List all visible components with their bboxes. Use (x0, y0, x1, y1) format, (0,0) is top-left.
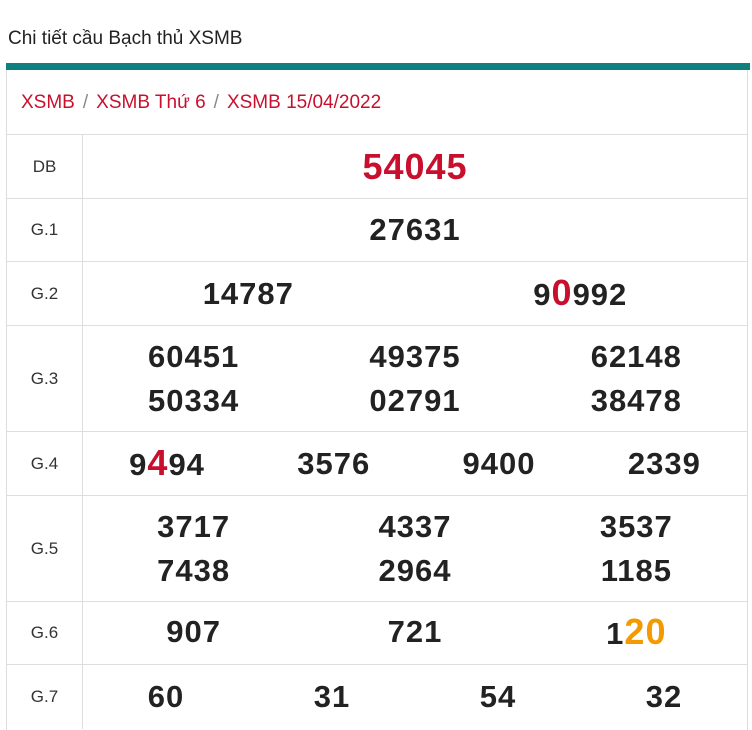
prize-number: 14787 (202, 275, 294, 311)
prize-number: 60 (147, 678, 185, 714)
prize-values-g5: 3717 4337 3537 7438 2964 1185 (82, 495, 747, 602)
prize-number-db: 54045 (362, 145, 468, 187)
prize-number: 721 (387, 614, 443, 649)
prize-number: 907 (166, 614, 222, 649)
prize-number: 3717 (157, 508, 231, 544)
prize-number: 2339 (627, 445, 701, 481)
page-title: Chi tiết cầu Bạch thủ XSMB (8, 28, 243, 49)
prize-row-g2: G.2 14787 90992 (7, 261, 747, 326)
prize-number: 54 (479, 678, 517, 714)
prize-number: 31 (313, 678, 351, 714)
prize-row-g5: G.5 3717 4337 3537 7438 2964 1185 (7, 495, 747, 602)
digit-plain: 9 (533, 276, 552, 312)
prize-row-g6: G.6 907 721 120 (7, 601, 747, 665)
prize-number: 49375 (369, 338, 461, 374)
prize-label-g4: G.4 (7, 431, 83, 496)
digit-plain: 1 (606, 616, 625, 651)
title-accent-bar (6, 63, 750, 70)
digit-highlight: 4 (147, 441, 169, 483)
prize-number: 3537 (599, 508, 673, 544)
digit-plain: 94 (168, 446, 205, 482)
digit-highlight: 20 (624, 611, 667, 652)
prize-number: 60451 (148, 338, 240, 374)
prize-number: 62148 (590, 338, 682, 374)
prize-label-db: DB (7, 134, 83, 199)
digit-plain: 9 (129, 446, 148, 482)
prize-number: 4337 (378, 508, 452, 544)
prize-label-g5: G.5 (7, 495, 83, 602)
prize-row-g1: G.1 27631 (7, 198, 747, 262)
digit-plain: 992 (572, 276, 628, 312)
prize-number: 1185 (600, 552, 672, 588)
breadcrumb: XSMB / XSMB Thứ 6 / XSMB 15/04/2022 (21, 92, 381, 114)
breadcrumb-separator: / (82, 92, 89, 113)
results-card: XSMB / XSMB Thứ 6/XSMB 15/04/2022 DB 54045… (6, 70, 748, 730)
prize-row-g3: G.3 60451 49375 62148 50334 02791 38478 (7, 325, 747, 432)
prize-values-g2: 14787 90992 (82, 261, 747, 326)
prize-label-g2: G.2 (7, 261, 83, 326)
breadcrumb-link-xsmb[interactable]: XSMB (21, 92, 75, 113)
prize-label-g7: G.7 (7, 664, 83, 729)
prize-number: 2964 (378, 552, 452, 588)
prize-values-g4: 9494 3576 9400 2339 (82, 431, 747, 496)
prize-values-g1: 27631 (82, 198, 747, 262)
prize-number: 27631 (369, 212, 461, 247)
prize-number: 3576 (297, 445, 371, 481)
prize-row-g4: G.4 9494 3576 9400 2339 (7, 431, 747, 496)
prize-number: 38478 (590, 382, 682, 418)
digit-highlight: 0 (551, 271, 573, 313)
breadcrumb-link-xsmb-date[interactable]: XSMB 15/04/2022 (226, 92, 382, 113)
prize-values-g3: 60451 49375 62148 50334 02791 38478 (82, 325, 747, 432)
prize-number: 32 (645, 678, 683, 714)
prize-values-g7: 60 31 54 32 (82, 664, 747, 729)
prize-label-g1: G.1 (7, 198, 83, 262)
prize-row-db: DB 54045 (7, 134, 747, 199)
prize-number-highlighted: 9494 (129, 442, 205, 486)
breadcrumb-separator: / (213, 92, 219, 113)
prize-number-highlighted: 90992 (533, 272, 627, 316)
results-table: DB 54045 G.1 27631 G.2 14787 90992 G.3 (7, 134, 747, 729)
prize-values-g6: 907 721 120 (82, 601, 747, 665)
prize-label-g3: G.3 (7, 325, 83, 432)
prize-values-db: 54045 (82, 134, 747, 199)
prize-number: 02791 (369, 382, 461, 418)
prize-number-highlighted: 120 (606, 611, 666, 655)
prize-row-g7: G.7 60 31 54 32 (7, 664, 747, 729)
breadcrumb-link-xsmb-thu-6[interactable]: XSMB Thứ 6 (96, 92, 206, 113)
prize-number: 50334 (148, 382, 240, 418)
prize-number: 9400 (462, 445, 536, 481)
prize-label-g6: G.6 (7, 601, 83, 665)
prize-number: 7438 (157, 552, 231, 588)
